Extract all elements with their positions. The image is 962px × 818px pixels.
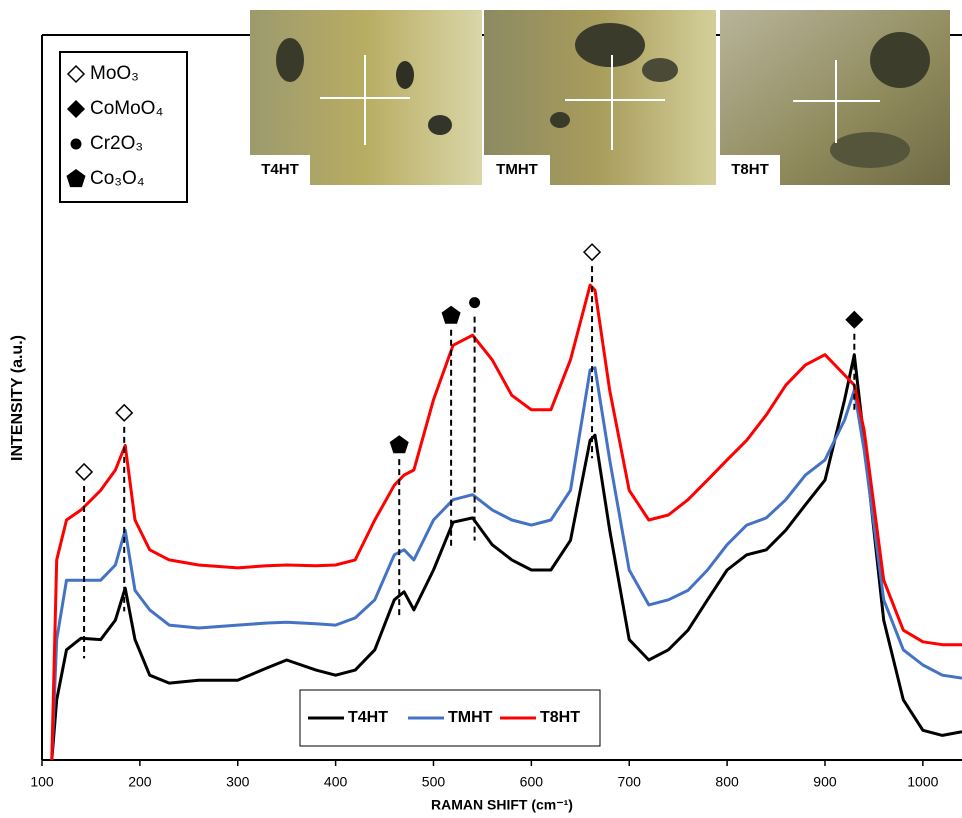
legend-label: CoMoO₄ xyxy=(90,98,163,119)
x-tick-label: 600 xyxy=(520,774,544,790)
marker xyxy=(845,310,864,329)
marker xyxy=(469,297,481,309)
x-tick-label: 500 xyxy=(422,774,446,790)
x-tick-label: 300 xyxy=(226,774,250,790)
marker xyxy=(66,64,86,84)
legend-box xyxy=(299,689,601,747)
legend-label: Co₃O₄ xyxy=(90,168,145,189)
legend-label: TMHT xyxy=(448,709,493,726)
blob xyxy=(870,32,930,88)
phase-legend: MoO₃ CoMoO₄ Cr2O₃ Co₃O₄ xyxy=(59,51,188,203)
marker xyxy=(115,403,134,422)
blob xyxy=(550,112,570,128)
x-tick-label: 100 xyxy=(30,774,54,790)
inset-image: TMHT xyxy=(484,10,716,185)
inset-image: T8HT xyxy=(720,10,950,185)
inset-label: T4HT xyxy=(261,161,299,178)
series-line xyxy=(50,353,962,761)
label-box xyxy=(720,155,780,185)
marker xyxy=(389,435,409,454)
marker xyxy=(441,305,461,324)
blob xyxy=(830,132,910,168)
legend-label: T8HT xyxy=(540,709,580,726)
legend: T4HT TMHT T8HT xyxy=(299,689,601,747)
inset-label: TMHT xyxy=(496,161,538,178)
blob xyxy=(396,61,414,89)
x-tick-label: 400 xyxy=(324,774,348,790)
label-box xyxy=(484,155,550,185)
inset-image: T4HT xyxy=(250,10,482,185)
x-tick-label: 1000 xyxy=(907,774,938,790)
x-tick-label: 700 xyxy=(618,774,642,790)
marker xyxy=(66,99,86,119)
y-axis-label: INTENSITY (a.u.) xyxy=(9,335,26,461)
marker xyxy=(66,169,86,188)
marker xyxy=(75,462,94,481)
axes: 100 200 300 400 500 600 700 800 900 1000 xyxy=(30,34,962,790)
legend-label: T4HT xyxy=(348,709,388,726)
blob xyxy=(428,115,452,135)
blob xyxy=(575,23,645,67)
inset-label: T8HT xyxy=(731,161,769,178)
marker xyxy=(582,243,602,262)
blob xyxy=(276,38,304,82)
x-tick-label: 200 xyxy=(128,774,152,790)
legend-label: MoO₃ xyxy=(90,63,139,84)
series-line xyxy=(50,366,962,761)
x-tick-label: 800 xyxy=(715,774,739,790)
blob xyxy=(642,58,678,82)
insets: T4HT TMHT T8HT xyxy=(250,10,950,185)
label-box xyxy=(250,155,310,185)
x-tick-label: 900 xyxy=(813,774,837,790)
x-axis-label: RAMAN SHIFT (cm⁻¹) xyxy=(431,797,573,813)
legend-label: Cr2O₃ xyxy=(90,133,143,154)
marker xyxy=(70,138,82,150)
series-line xyxy=(50,283,962,761)
plot-area xyxy=(50,243,962,761)
